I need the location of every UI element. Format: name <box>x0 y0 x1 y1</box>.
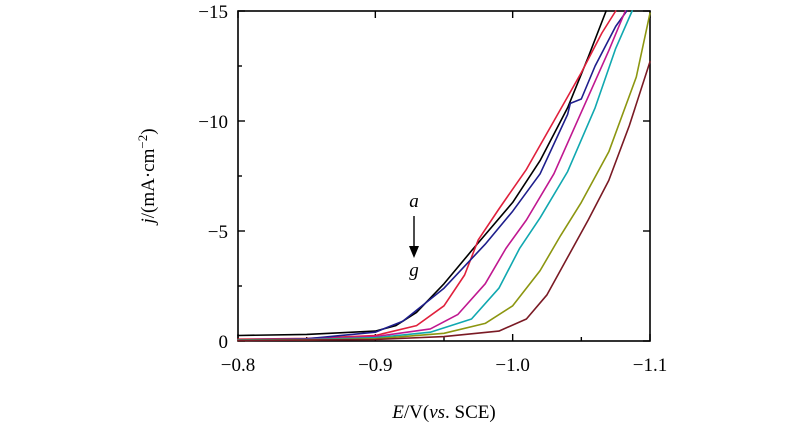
y-axis-exponent: −2 <box>135 135 150 149</box>
series-line-f <box>237 12 651 342</box>
x-axis-title: E/V(vs. SCE) <box>391 402 495 423</box>
x-axis-variable: E <box>391 402 404 423</box>
y-axis-title: j/(mA·cm−2) <box>135 128 159 226</box>
x-tick-label: −1.1 <box>633 355 667 376</box>
x-tick-label: −1.0 <box>495 355 529 376</box>
y-axis-close: ) <box>138 128 159 134</box>
series-line-c <box>237 10 628 341</box>
series-line-b <box>237 10 617 341</box>
x-tick-label: −0.9 <box>358 355 392 376</box>
y-axis-unit: /(mA·cm <box>138 148 159 218</box>
x-axis-reference: . SCE) <box>445 402 496 423</box>
y-tick-label: −15 <box>198 2 228 23</box>
annotation-arrow-head <box>409 246 419 258</box>
x-axis-vs: vs <box>429 402 445 423</box>
series-group <box>237 10 651 342</box>
series-line-d <box>237 10 627 341</box>
x-tick-label: −0.8 <box>221 355 255 376</box>
axis-ticks: −0.8 −0.9 −1.0 −1.1 0 −5 −10 −15 <box>198 2 667 376</box>
x-axis-unit: /V( <box>404 402 429 423</box>
y-tick-label: −10 <box>198 112 228 133</box>
series-line-e <box>237 10 633 341</box>
annotation-to-label: g <box>409 260 419 281</box>
series-line-g <box>237 60 651 342</box>
y-axis-variable: j <box>138 218 159 226</box>
y-tick-label: 0 <box>219 332 229 353</box>
series-line-a <box>237 10 607 337</box>
y-tick-label: −5 <box>208 222 228 243</box>
annotation-from-label: a <box>409 191 419 212</box>
